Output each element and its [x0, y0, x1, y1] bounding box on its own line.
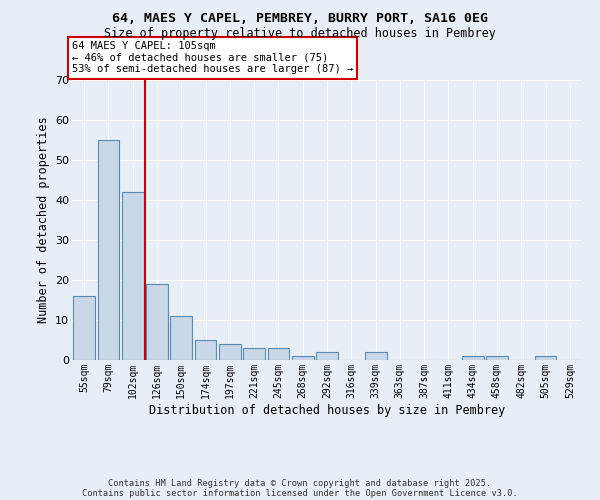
Bar	[292, 356, 314, 360]
Text: Size of property relative to detached houses in Pembrey: Size of property relative to detached ho…	[104, 28, 496, 40]
Bar	[73, 296, 95, 360]
Text: Contains HM Land Registry data © Crown copyright and database right 2025.: Contains HM Land Registry data © Crown c…	[109, 478, 491, 488]
Bar	[243, 348, 265, 360]
Bar	[170, 316, 192, 360]
Bar	[486, 356, 508, 360]
Bar	[97, 140, 119, 360]
Bar	[535, 356, 556, 360]
Bar	[122, 192, 143, 360]
Bar	[146, 284, 168, 360]
Bar	[316, 352, 338, 360]
Text: Contains public sector information licensed under the Open Government Licence v3: Contains public sector information licen…	[82, 488, 518, 498]
Y-axis label: Number of detached properties: Number of detached properties	[37, 116, 50, 324]
Bar	[365, 352, 386, 360]
Bar	[268, 348, 289, 360]
Text: 64 MAES Y CAPEL: 105sqm
← 46% of detached houses are smaller (75)
53% of semi-de: 64 MAES Y CAPEL: 105sqm ← 46% of detache…	[72, 41, 353, 74]
Bar	[462, 356, 484, 360]
Bar	[219, 344, 241, 360]
X-axis label: Distribution of detached houses by size in Pembrey: Distribution of detached houses by size …	[149, 404, 505, 416]
Text: 64, MAES Y CAPEL, PEMBREY, BURRY PORT, SA16 0EG: 64, MAES Y CAPEL, PEMBREY, BURRY PORT, S…	[112, 12, 488, 26]
Bar	[194, 340, 217, 360]
